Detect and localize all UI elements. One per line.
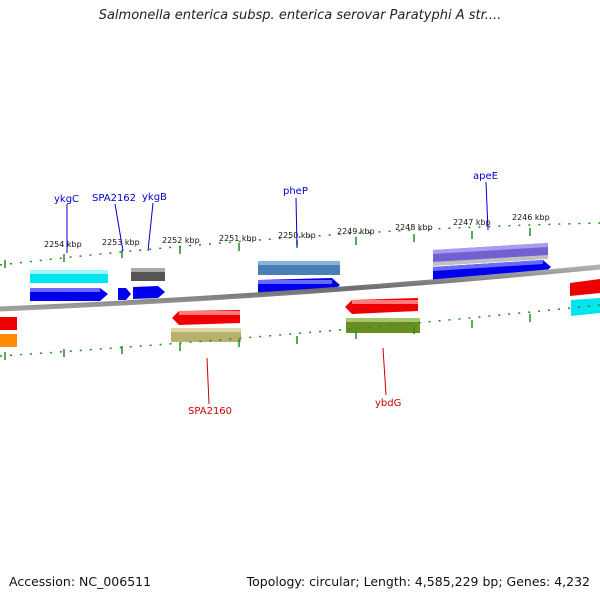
gene-label-ykgB: ykgB: [142, 192, 167, 203]
topology-text: Topology: circular; Length: 4,585,229 bp…: [246, 574, 590, 589]
reverse-gene-arrows: [0, 298, 418, 330]
forward-gene-arrows: [30, 260, 600, 301]
kbp-label: 2252 kbp: [162, 236, 200, 245]
feature-bar-cyan-right: [571, 298, 600, 316]
feature-bar-highlight: [131, 268, 165, 272]
accession-text: Accession: NC_006511: [9, 574, 152, 589]
forward-label-leaders: [66, 181, 489, 253]
reverse-strand-features: [0, 298, 600, 347]
kbp-label: 2254 kbp: [44, 240, 82, 249]
reverse-label-leaders: [206, 347, 387, 405]
feature-bar-silver: [433, 255, 548, 266]
outer-tick-ring: [0, 222, 600, 268]
kbp-label: 2248 kbp: [395, 223, 433, 232]
kbp-label: 2246 kbp: [512, 213, 550, 222]
feature-bar-highlight: [30, 270, 108, 274]
map-title: Salmonella enterica subsp. enterica sero…: [98, 8, 502, 23]
gene-label-apeE: apeE: [473, 171, 498, 182]
feature-bar-highlight: [433, 243, 548, 254]
forward-strand-features: [30, 243, 548, 283]
inner-tick-ring: [0, 304, 600, 360]
feature-bar-highlight: [171, 328, 241, 332]
gene-arrow-SPA2162: [118, 288, 131, 300]
kbp-label: 2253 kbp: [102, 238, 140, 247]
feature-bar-highlight: [258, 261, 340, 265]
kbp-label: 2251 kbp: [219, 234, 257, 243]
gene-label-SPA2162: SPA2162: [92, 193, 136, 204]
gene-label-SPA2160: SPA2160: [188, 406, 232, 417]
feature-bar-orange: [0, 334, 17, 347]
genome-backbone: [0, 264, 600, 312]
feature-bar-highlight: [346, 318, 420, 322]
gene-arrow-left-edge: [0, 317, 17, 330]
gene-labels: ykgC SPA2162 ykgB pheP apeE SPA2160 ybdG: [54, 171, 498, 417]
gene-arrow-right-edge: [570, 279, 600, 296]
kbp-label: 2247 kbp: [453, 218, 491, 227]
gene-label-ybdG: ybdG: [375, 398, 401, 409]
kbp-label: 2249 kbp: [337, 227, 375, 236]
gene-label-ykgC: ykgC: [54, 194, 79, 205]
gene-arrow-ykgB: [133, 286, 165, 299]
gene-label-pheP: pheP: [283, 186, 308, 197]
